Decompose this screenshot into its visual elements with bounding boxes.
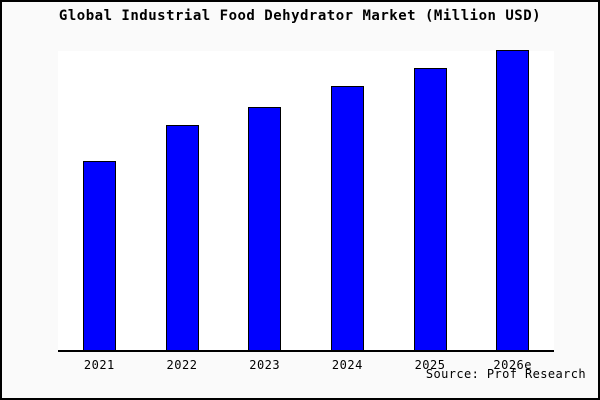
- bar-2021: [82, 160, 116, 350]
- plot-area: [58, 50, 554, 352]
- source-credit: Source: Prof Research: [425, 367, 586, 381]
- chart-title: Global Industrial Food Dehydrator Market…: [58, 8, 542, 24]
- x-tick-label-2026e: 2026e: [493, 358, 532, 372]
- bar-slot-2026e: [471, 50, 554, 350]
- bar-slot-2023: [223, 51, 306, 350]
- bar-2023: [248, 106, 282, 350]
- bar-slot-2024: [306, 51, 389, 350]
- bar-slot-2021: [58, 51, 141, 350]
- bar-2026e: [496, 50, 530, 350]
- bar-2025: [413, 67, 447, 350]
- bar-2024: [330, 85, 364, 350]
- x-tick-label-2022: 2022: [166, 358, 198, 372]
- x-tick-label-2023: 2023: [249, 358, 281, 372]
- x-tick-label-2025: 2025: [414, 358, 446, 372]
- bar-2022: [165, 124, 199, 350]
- bar-slot-2022: [141, 51, 224, 350]
- x-tick-label-2024: 2024: [331, 358, 363, 372]
- x-tick-label-2021: 2021: [83, 358, 115, 372]
- bar-slot-2025: [389, 51, 472, 350]
- x-axis-tick-labels: 2021 2022 2023 2024 2025 2026e: [58, 358, 554, 372]
